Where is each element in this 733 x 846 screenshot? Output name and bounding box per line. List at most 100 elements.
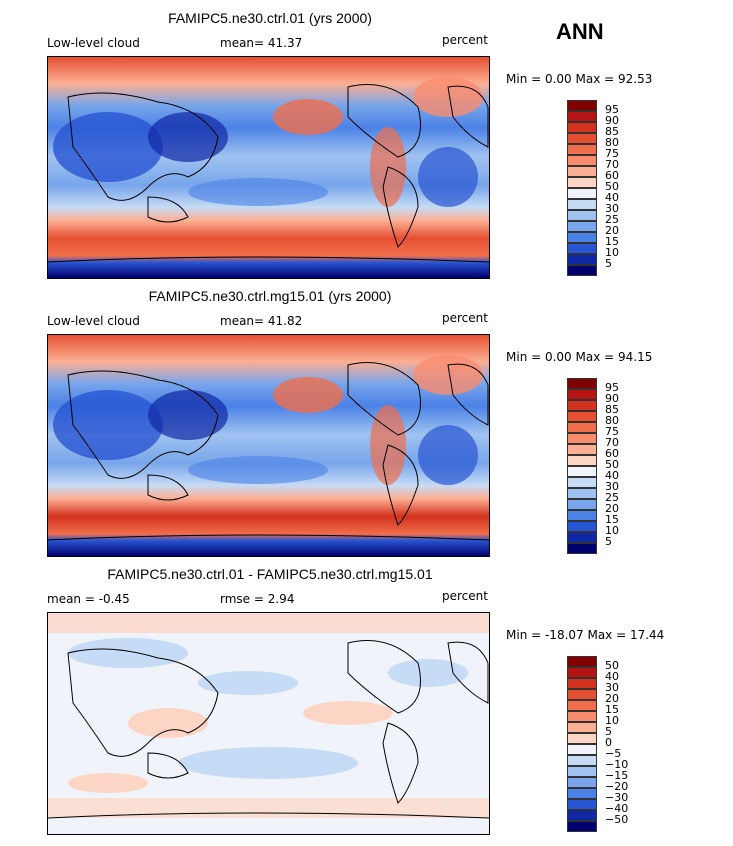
- panel-1-minmax-label: Min = 0.00 Max = 92.53: [506, 72, 653, 86]
- panel-1-colorbar-tick: 30: [605, 202, 619, 215]
- panel-2-colorbar-tick: 70: [605, 436, 619, 449]
- panel-1-colorbar-cell: [567, 177, 597, 188]
- panel-2-colorbar-cell: [567, 411, 597, 422]
- panel-2-colorbar-cell: [567, 488, 597, 499]
- panel-2-colorbar-cell: [567, 455, 597, 466]
- panel-2-colorbar-cell: [567, 499, 597, 510]
- panel-3-units-label: percent: [442, 589, 488, 603]
- panel-1-colorbar-tick: 40: [605, 191, 619, 204]
- panel-1-colorbar-cell: [567, 221, 597, 232]
- panel-3-colorbar-cell: [567, 678, 597, 689]
- panel-3-colorbar-tick: −30: [605, 791, 629, 804]
- panel-3-colorbar-tick: 10: [605, 714, 619, 727]
- panel-1-colorbar-tick: 90: [605, 114, 619, 127]
- panel-1-map: [47, 56, 490, 279]
- panel-2-colorbar-cell: [567, 477, 597, 488]
- panel-3-colorbar-tick: 30: [605, 681, 619, 694]
- panel-1-colorbar-tick: 75: [605, 147, 619, 160]
- panel-2-colorbar: [567, 378, 597, 554]
- panel-3-colorbar-tick: −10: [605, 758, 629, 771]
- panel-2-map: [47, 334, 490, 557]
- panel-2-colorbar-tick: 80: [605, 414, 619, 427]
- panel-3-map: [47, 612, 490, 835]
- panel-1-colorbar-cell: [567, 144, 597, 155]
- panel-3-colorbar-cell: [567, 777, 597, 788]
- panel-3-mean-label: mean = -0.45: [47, 592, 130, 606]
- panel-3-colorbar-tick: −40: [605, 802, 629, 815]
- panel-1-colorbar-tick: 10: [605, 246, 619, 259]
- panel-3-colorbar-cell: [567, 788, 597, 799]
- panel-3-map-svg: [48, 613, 489, 834]
- panel-2-minmax-label: Min = 0.00 Max = 94.15: [506, 350, 653, 364]
- panel-1-colorbar-cell: [567, 155, 597, 166]
- panel-3-colorbar-cell: [567, 667, 597, 678]
- panel-1-variable-label: Low-level cloud: [47, 36, 140, 50]
- panel-1-colorbar-cell: [567, 111, 597, 122]
- panel-2-colorbar-tick: 90: [605, 392, 619, 405]
- panel-2-colorbar-tick: 60: [605, 447, 619, 460]
- panel-1-colorbar-tick: 95: [605, 103, 619, 116]
- panel-1-colorbar: [567, 100, 597, 276]
- panel-1-colorbar-cell: [567, 122, 597, 133]
- panel-1-colorbar-tick: 70: [605, 158, 619, 171]
- panel-1-colorbar-cell: [567, 166, 597, 177]
- panel-1-colorbar-cell: [567, 243, 597, 254]
- season-label: ANN: [556, 19, 604, 44]
- panel-2-map-svg: [48, 335, 489, 556]
- panel-3-colorbar-tick: 20: [605, 692, 619, 705]
- panel-1-colorbar-cell: [567, 254, 597, 265]
- panel-2-colorbar-cell: [567, 510, 597, 521]
- panel-2-colorbar-cell: [567, 466, 597, 477]
- panel-1-colorbar-tick: 50: [605, 180, 619, 193]
- panel-2-colorbar-tick: 85: [605, 403, 619, 416]
- panel-2-colorbar-tick: 40: [605, 469, 619, 482]
- panel-2-colorbar-tick: 25: [605, 491, 619, 504]
- panel-3-colorbar-tick: 40: [605, 670, 619, 683]
- panel-3-colorbar-cell: [567, 821, 597, 832]
- panel-2-colorbar-cell: [567, 389, 597, 400]
- panel-2-colorbar-tick: 15: [605, 513, 619, 526]
- panel-2-title: FAMIPC5.ne30.ctrl.mg15.01 (yrs 2000): [148, 288, 392, 304]
- panel-3-colorbar-cell: [567, 711, 597, 722]
- panel-3-colorbar: [567, 656, 597, 832]
- panel-3-colorbar-cell: [567, 722, 597, 733]
- panel-1-colorbar-tick: 25: [605, 213, 619, 226]
- panel-3-colorbar-cell: [567, 755, 597, 766]
- panel-1-colorbar-cell: [567, 199, 597, 210]
- panel-1-title: FAMIPC5.ne30.ctrl.01 (yrs 2000): [168, 10, 372, 26]
- panel-2-colorbar-cell: [567, 433, 597, 444]
- panel-3-colorbar-cell: [567, 700, 597, 711]
- panel-1-colorbar-tick: 5: [605, 257, 612, 270]
- panel-3-title: FAMIPC5.ne30.ctrl.01 - FAMIPC5.ne30.ctrl…: [107, 566, 433, 582]
- panel-1-colorbar-tick: 80: [605, 136, 619, 149]
- panel-2-colorbar-cell: [567, 378, 597, 389]
- panel-2-colorbar-tick: 20: [605, 502, 619, 515]
- panel-1-colorbar-cell: [567, 133, 597, 144]
- panel-3-colorbar-tick: −15: [605, 769, 629, 782]
- panel-1-colorbar-cell: [567, 188, 597, 199]
- panel-3-colorbar-cell: [567, 656, 597, 667]
- panel-1-colorbar-tick: 20: [605, 224, 619, 237]
- panel-1-colorbar-tick: 15: [605, 235, 619, 248]
- panel-1-units-label: percent: [442, 33, 488, 47]
- panel-3-colorbar-cell: [567, 733, 597, 744]
- panel-2-colorbar-cell: [567, 532, 597, 543]
- panel-1-map-svg: [48, 57, 489, 278]
- panel-3-rmse-label: rmse = 2.94: [220, 592, 295, 606]
- panel-3-colorbar-tick: 15: [605, 703, 619, 716]
- panel-1-mean-label: mean= 41.37: [220, 36, 303, 50]
- panel-3-colorbar-cell: [567, 799, 597, 810]
- panel-3-colorbar-cell: [567, 689, 597, 700]
- panel-3-colorbar-tick: −20: [605, 780, 629, 793]
- panel-3-colorbar-tick: −5: [605, 747, 622, 760]
- panel-2-colorbar-tick: 95: [605, 381, 619, 394]
- panel-2-colorbar-cell: [567, 444, 597, 455]
- panel-1-colorbar-cell: [567, 232, 597, 243]
- panel-3-colorbar-tick: −50: [605, 813, 629, 826]
- panel-2-colorbar-tick: 75: [605, 425, 619, 438]
- panel-2-colorbar-tick: 10: [605, 524, 619, 537]
- panel-3-minmax-label: Min = -18.07 Max = 17.44: [506, 628, 665, 642]
- panel-3-colorbar-cell: [567, 744, 597, 755]
- panel-3-colorbar-cell: [567, 766, 597, 777]
- panel-2-colorbar-cell: [567, 543, 597, 554]
